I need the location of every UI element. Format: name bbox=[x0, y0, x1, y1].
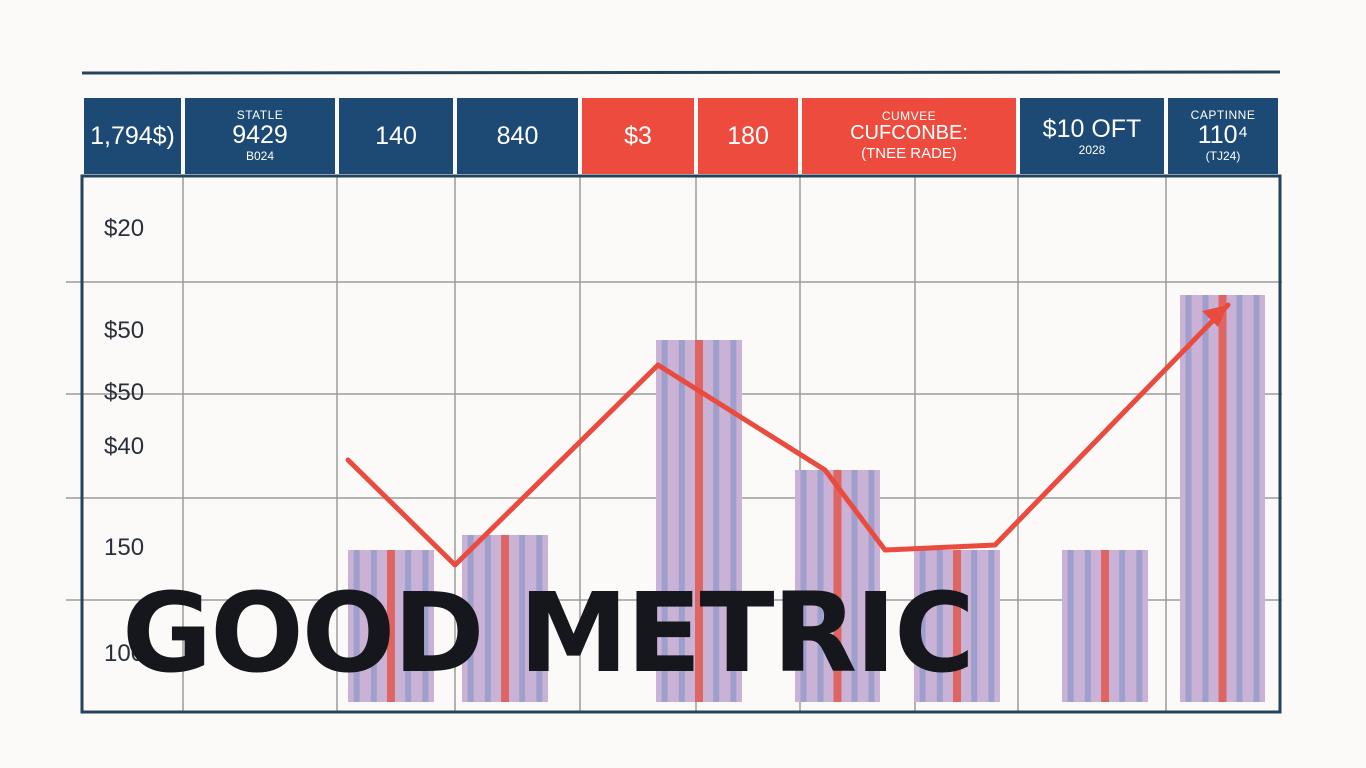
trend-line bbox=[345, 302, 1231, 568]
y-tick-label: 150 bbox=[104, 534, 145, 561]
header-cell: CUMVEE CUFCONBE: (TNEE RADE) bbox=[802, 98, 1016, 174]
bar bbox=[1062, 550, 1148, 702]
bar bbox=[348, 550, 434, 702]
header-cell-main: 180 bbox=[727, 121, 769, 150]
y-tick-label: $40 bbox=[104, 433, 145, 460]
header-cell: 840 bbox=[457, 98, 578, 174]
header-cell-main: 840 bbox=[496, 121, 539, 150]
bar bbox=[914, 550, 1000, 702]
header-cell-sub: (TJ24) bbox=[1205, 149, 1241, 164]
header-cell-main: 1,794$) bbox=[90, 121, 175, 150]
trend-line-group bbox=[345, 302, 1231, 568]
frame-border bbox=[80, 174, 1282, 714]
header-cell: STATLE 9429 B024 bbox=[185, 98, 335, 174]
header-cell: 1,794$) bbox=[84, 98, 181, 174]
frame-top-rule bbox=[81, 70, 1281, 75]
header-cell-top: CAPTINNE bbox=[1190, 108, 1256, 123]
y-tick-label: $20 bbox=[104, 215, 145, 242]
header-cell: $10 OFT 2028 bbox=[1020, 98, 1164, 174]
header-cell-sub: B024 bbox=[245, 149, 275, 164]
header-cell: $3 bbox=[582, 98, 694, 174]
header-cell: 180 bbox=[698, 98, 798, 174]
bars-group bbox=[348, 295, 1265, 702]
header-cell-main: 9429 bbox=[232, 120, 288, 149]
header-cell-main: $3 bbox=[624, 121, 652, 150]
trend-arrowhead bbox=[1202, 305, 1228, 327]
header-cell-top: STATLE bbox=[236, 108, 284, 123]
y-tick-label: 100 bbox=[104, 640, 145, 667]
y-tick-label: $50 bbox=[104, 317, 145, 344]
header-cell-sub: 2028 bbox=[1078, 142, 1106, 157]
header-cell-main: $10 OFT bbox=[1042, 114, 1142, 143]
bar bbox=[1180, 295, 1265, 702]
header-cell-main: 110⁴ bbox=[1197, 120, 1249, 149]
header-cell-top: CUMVEE bbox=[881, 109, 937, 124]
header-cell-main: 140 bbox=[375, 121, 417, 150]
header-cell: 140 bbox=[339, 98, 453, 174]
bar bbox=[795, 470, 880, 702]
header-cell: CAPTINNE 110⁴ (TJ24) bbox=[1168, 98, 1278, 174]
y-tick-label: $50 bbox=[104, 379, 145, 406]
chart-frame bbox=[80, 70, 1282, 714]
bar bbox=[656, 340, 742, 702]
bar bbox=[462, 535, 548, 702]
header-cell-main: CUFCONBE: bbox=[850, 121, 968, 144]
header-cell-sub: (TNEE RADE) bbox=[861, 144, 957, 162]
overlay-title: GOOD METRIC bbox=[122, 569, 975, 697]
